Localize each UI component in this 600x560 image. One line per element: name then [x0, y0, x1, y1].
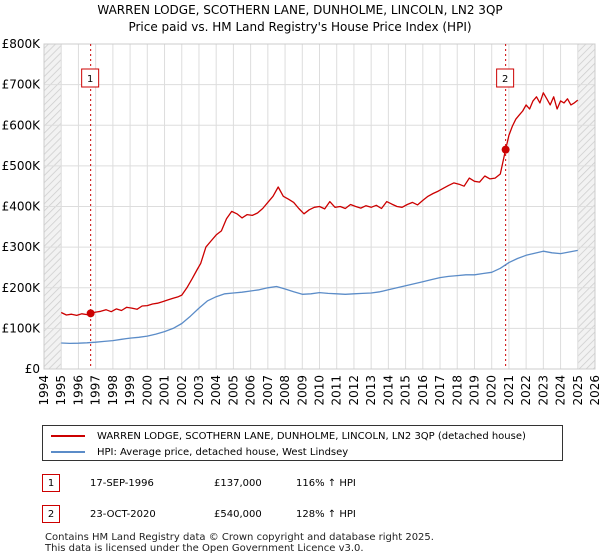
x-tick-label: 2012 — [347, 375, 361, 406]
sale-marker-label: 2 — [502, 74, 508, 85]
x-tick-label: 1996 — [71, 375, 85, 406]
x-tick-label: 2004 — [209, 375, 223, 406]
sale-hpi-change: 116% ↑ HPI — [296, 478, 356, 489]
property-price-line — [60, 92, 579, 317]
x-tick-label: 1998 — [106, 375, 120, 406]
x-tick-label: 2011 — [330, 375, 344, 406]
x-tick-label: 2006 — [244, 375, 258, 406]
footer: Contains HM Land Registry data © Crown c… — [45, 532, 434, 554]
x-tick-label: 2026 — [588, 375, 600, 406]
price-chart: WARREN LODGE, SCOTHERN LANE, DUNHOLME, L… — [2, 3, 600, 406]
x-tick-label: 2023 — [536, 375, 550, 406]
footer-line-1: Contains HM Land Registry data © Crown c… — [45, 532, 434, 543]
y-tick-label: £400K — [2, 200, 42, 214]
sale-marker-dot — [86, 309, 95, 318]
sale-date: 17-SEP-1996 — [90, 478, 154, 489]
x-tick-label: 2020 — [485, 375, 499, 406]
y-tick-label: £300K — [2, 240, 42, 254]
x-tick-label: 2008 — [278, 375, 292, 406]
y-tick-label: £800K — [2, 37, 42, 51]
legend-label-property: WARREN LODGE, SCOTHERN LANE, DUNHOLME, L… — [97, 430, 526, 442]
sale-hpi-change: 128% ↑ HPI — [296, 509, 356, 520]
x-tick-label: 2005 — [226, 375, 240, 406]
legend-swatch-hpi — [51, 451, 85, 453]
sale-marker-badge — [81, 68, 100, 88]
x-tick-label: 2024 — [554, 375, 568, 406]
y-tick-label: £700K — [2, 78, 42, 92]
x-tick-label: 2010 — [313, 375, 327, 406]
x-tick-label: 2003 — [192, 375, 206, 406]
sale-marker-badge — [496, 68, 515, 88]
sale-price: £540,000 — [214, 509, 262, 520]
sale-price: £137,000 — [214, 478, 262, 489]
footer-line-2: This data is licensed under the Open Gov… — [45, 543, 364, 554]
y-tick-label: £200K — [2, 281, 42, 295]
x-tick-label: 1999 — [123, 375, 137, 406]
sale-row: 2 23-OCT-2020 £540,000 128% ↑ HPI — [42, 505, 562, 525]
x-tick-label: 2013 — [364, 375, 378, 406]
grid — [43, 43, 596, 370]
plot-frame — [43, 43, 596, 370]
legend: WARREN LODGE, SCOTHERN LANE, DUNHOLME, L… — [42, 425, 563, 461]
y-tick-label: £100K — [2, 321, 42, 335]
x-tick-label: 2017 — [433, 375, 447, 406]
legend-label-hpi: HPI: Average price, detached house, West… — [97, 446, 349, 458]
x-axis-ticks: 1994 1995 1996 1997 1998 1999 2000 2001 2002 2003… — [37, 375, 600, 406]
x-tick-label: 1997 — [89, 375, 103, 406]
x-tick-label: 2021 — [502, 375, 516, 406]
sale-number-badge: 1 — [42, 474, 60, 492]
x-tick-label: 1995 — [54, 375, 68, 406]
x-tick-label: 2000 — [140, 375, 154, 406]
x-tick-label: 1994 — [37, 375, 51, 406]
legend-swatch-property — [51, 435, 85, 437]
chart-title: WARREN LODGE, SCOTHERN LANE, DUNHOLME, L… — [97, 3, 502, 17]
y-tick-label: £500K — [2, 159, 42, 173]
legend-item-property: WARREN LODGE, SCOTHERN LANE, DUNHOLME, L… — [51, 428, 526, 444]
x-tick-label: 2018 — [450, 375, 464, 406]
x-tick-label: 2025 — [571, 375, 585, 406]
sale-date: 23-OCT-2020 — [90, 509, 156, 520]
x-tick-label: 2015 — [399, 375, 413, 406]
sale-row: 1 17-SEP-1996 £137,000 116% ↑ HPI — [42, 474, 562, 494]
x-tick-label: 2022 — [519, 375, 533, 406]
x-tick-label: 2002 — [175, 375, 189, 406]
x-tick-label: 2009 — [295, 375, 309, 406]
hpi-line — [61, 249, 578, 345]
y-axis-ticks: £0 £100K £200K £300K £400K £500K £600K £700K £80… — [2, 37, 42, 376]
sale-number-badge: 2 — [42, 505, 60, 523]
x-tick-label: 2007 — [261, 375, 275, 406]
sale-marker-dot — [501, 145, 510, 154]
sale-marker-label: 1 — [87, 74, 93, 85]
series-lines — [60, 92, 579, 345]
chart-subtitle: Price paid vs. HM Land Registry's House … — [128, 20, 471, 34]
x-tick-label: 2016 — [416, 375, 430, 406]
x-tick-label: 2001 — [158, 375, 172, 406]
x-tick-label: 2019 — [467, 375, 481, 406]
y-tick-label: £600K — [2, 118, 42, 132]
x-tick-label: 2014 — [381, 375, 395, 406]
y-tick-label: £0 — [25, 362, 40, 376]
legend-item-hpi: HPI: Average price, detached house, West… — [51, 444, 348, 460]
